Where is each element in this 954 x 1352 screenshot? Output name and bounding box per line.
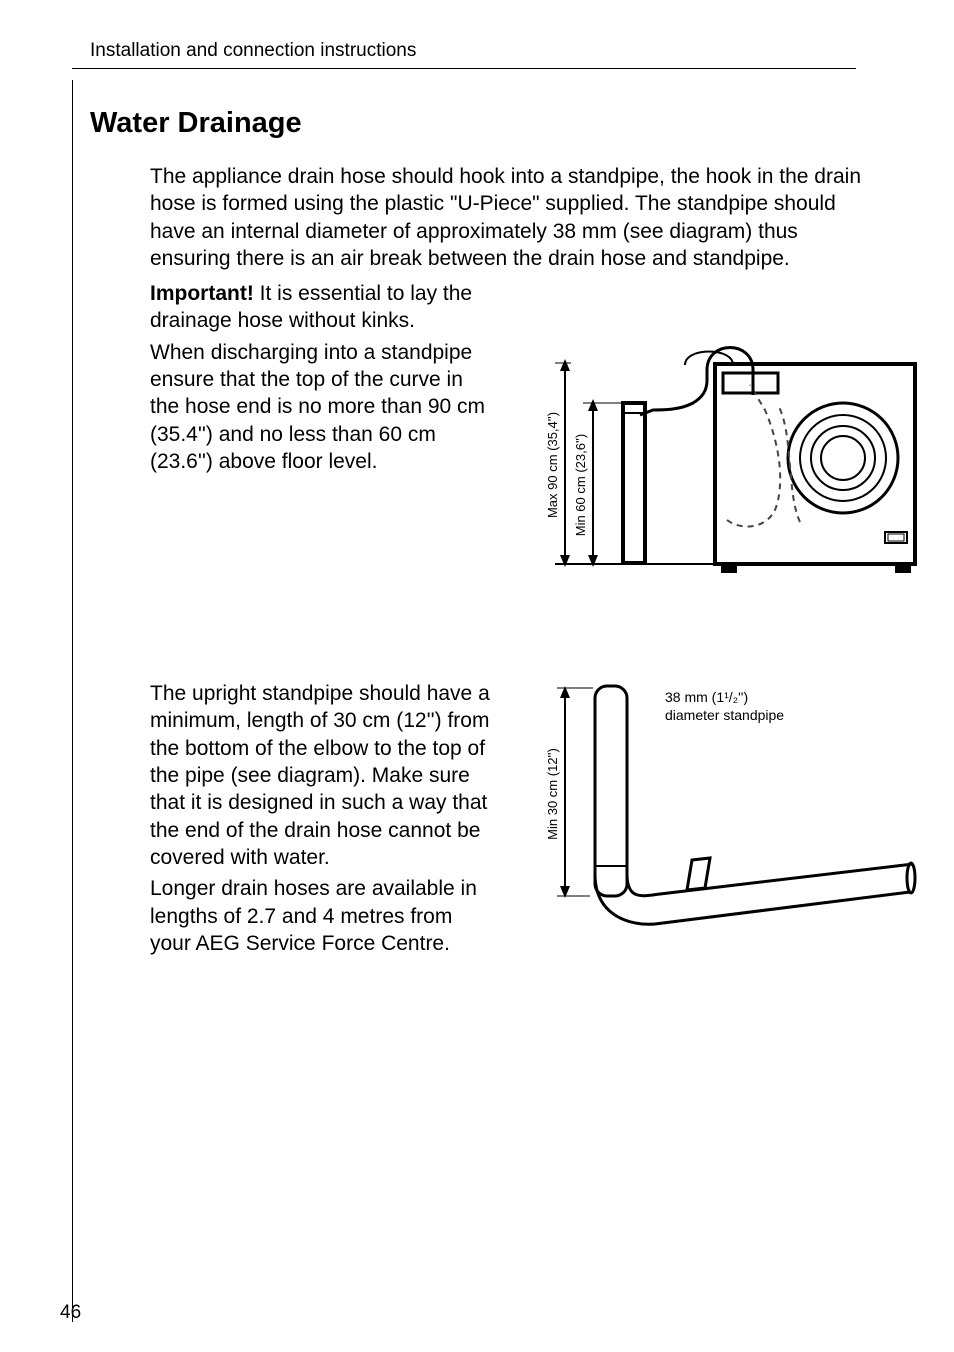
diameter-label-2: diameter standpipe — [665, 707, 784, 723]
standpipe-paragraph: The upright standpipe should have a mini… — [150, 680, 495, 871]
important-label: Important! — [150, 282, 254, 305]
diagram-standpipe: Min 30 cm (12'') 38 mm (1¹/₂'') diameter… — [535, 676, 945, 966]
important-paragraph: Important! It is essential to lay the dr… — [150, 280, 495, 335]
diameter-label-1: 38 mm (1¹/₂'') — [665, 689, 748, 705]
min-label: Min 60 cm (23,6'') — [573, 434, 588, 537]
intro-paragraph: The appliance drain hose should hook int… — [150, 163, 866, 272]
vertical-rule — [72, 80, 73, 1322]
hose-length-paragraph: Longer drain hoses are available in leng… — [150, 875, 495, 957]
height-paragraph: When discharging into a standpipe ensure… — [150, 339, 495, 475]
max-label: Max 90 cm (35,4'') — [545, 412, 560, 518]
section-title: Water Drainage — [90, 107, 866, 140]
diagram-washer: Max 90 cm (35,4'') Min 60 cm (23,6'') — [535, 335, 945, 595]
min-30-label: Min 30 cm (12'') — [545, 748, 560, 840]
running-header: Installation and connection instructions — [60, 40, 866, 62]
page-number: 46 — [60, 1302, 81, 1324]
